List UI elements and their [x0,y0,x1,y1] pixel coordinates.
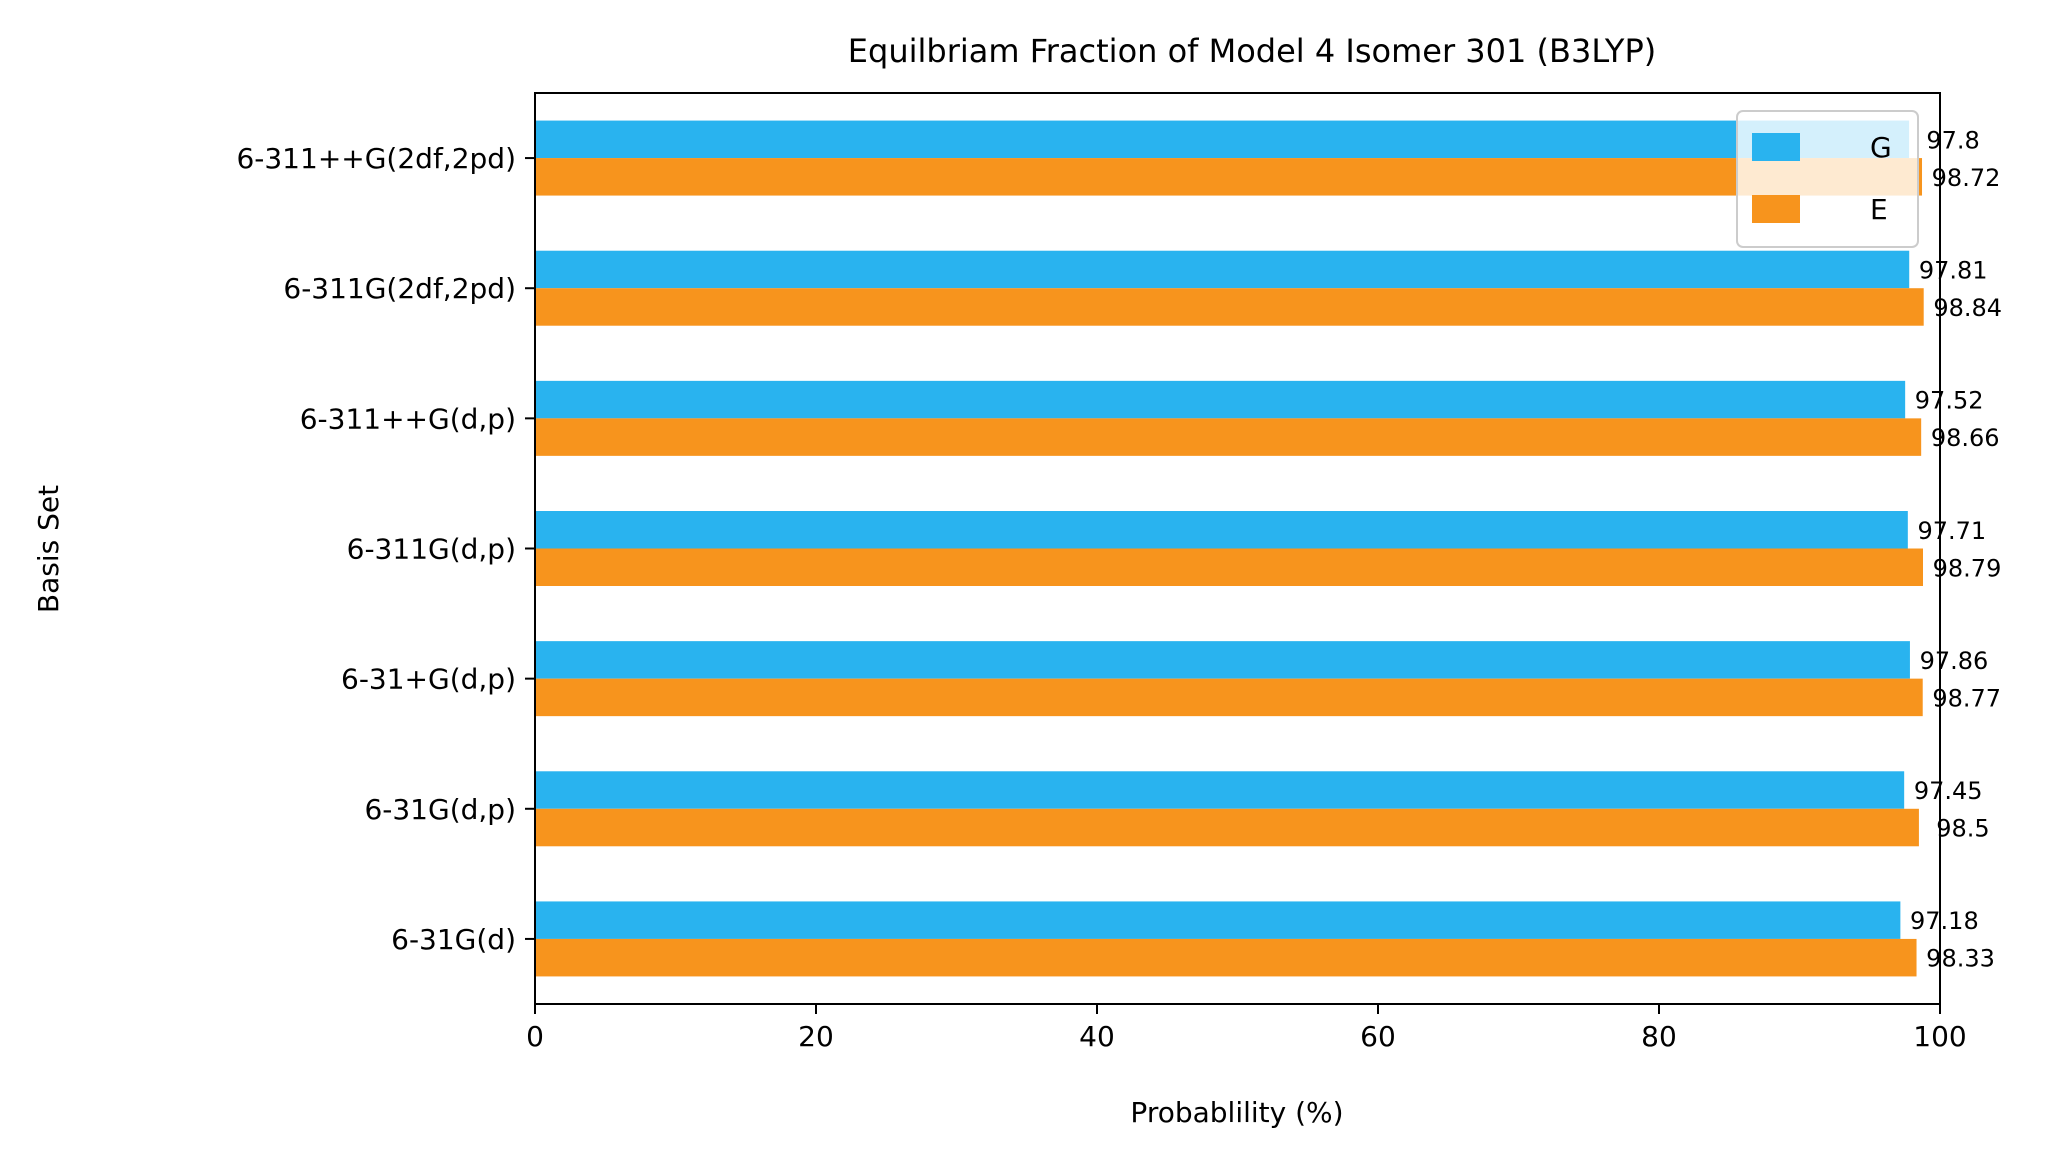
data-label: 97.18 [1910,907,1979,935]
bar-g [535,120,1910,159]
bar-g [535,641,1910,679]
y-tick-label: 6-31G(d) [391,923,516,956]
bar-g [535,380,1906,419]
bar-g [535,250,1910,289]
x-tick-label: 20 [798,1020,834,1053]
bars-layer [535,120,1924,977]
data-label: 97.71 [1917,517,1986,545]
y-axis: 6-31G(d) 6-31G(d,p) 6-31+G(d,p) 6-311G(d,p)… [236,142,535,956]
x-tick-label: 40 [1079,1020,1115,1053]
legend: G E [1736,110,1919,248]
legend-label-e: E [1870,193,1888,226]
x-tick-label: 0 [526,1020,544,1053]
data-label: 98.72 [1932,164,2001,192]
bar-e [535,938,1917,977]
data-label: 98.33 [1926,945,1995,973]
data-label: 98.5 [1936,815,1989,843]
x-tick-label: 60 [1360,1020,1396,1053]
bar-e [535,808,1919,847]
bar-e [535,158,1923,196]
data-labels-layer: 97.18 98.33 97.45 98.5 97.86 98.77 97.71 98.79 9… [1910,126,2002,972]
data-label: 97.81 [1919,256,1988,284]
data-label: 98.66 [1931,424,2000,452]
bar-e [535,678,1923,717]
bar-g [535,771,1905,809]
x-tick-label: 100 [1913,1020,1966,1053]
legend-label-g: G [1870,131,1892,164]
y-axis-label: Basis Set [32,485,65,613]
bar-e [535,418,1922,456]
data-label: 97.8 [1926,126,1979,154]
legend-swatch-e [1752,195,1800,223]
y-tick-label: 6-311++G(d,p) [300,402,516,435]
data-label: 98.77 [1932,684,2001,712]
bar-g [535,511,1908,549]
chart-title: Equilbriam Fraction of Model 4 Isomer 30… [848,32,1656,70]
bar-e [535,288,1924,326]
bar-e [535,548,1923,586]
y-tick-label: 6-31G(d,p) [364,793,516,826]
legend-swatch-g [1752,133,1800,161]
x-tick-label: 80 [1641,1020,1677,1053]
x-axis-label: Probablility (%) [1130,1096,1343,1129]
y-tick-label: 6-311++G(2df,2pd) [236,142,516,175]
y-tick-label: 6-31+G(d,p) [341,663,516,696]
y-tick-label: 6-311G(d,p) [347,533,516,566]
y-tick-label: 6-311G(2df,2pd) [283,272,516,305]
data-label: 98.79 [1933,554,2002,582]
data-label: 97.45 [1914,777,1983,805]
data-label: 97.52 [1915,387,1984,415]
data-label: 97.86 [1920,647,1989,675]
bar-g [535,901,1901,939]
x-axis: 0 20 40 60 80 100 [526,1004,1967,1053]
data-label: 98.84 [1933,294,2002,322]
